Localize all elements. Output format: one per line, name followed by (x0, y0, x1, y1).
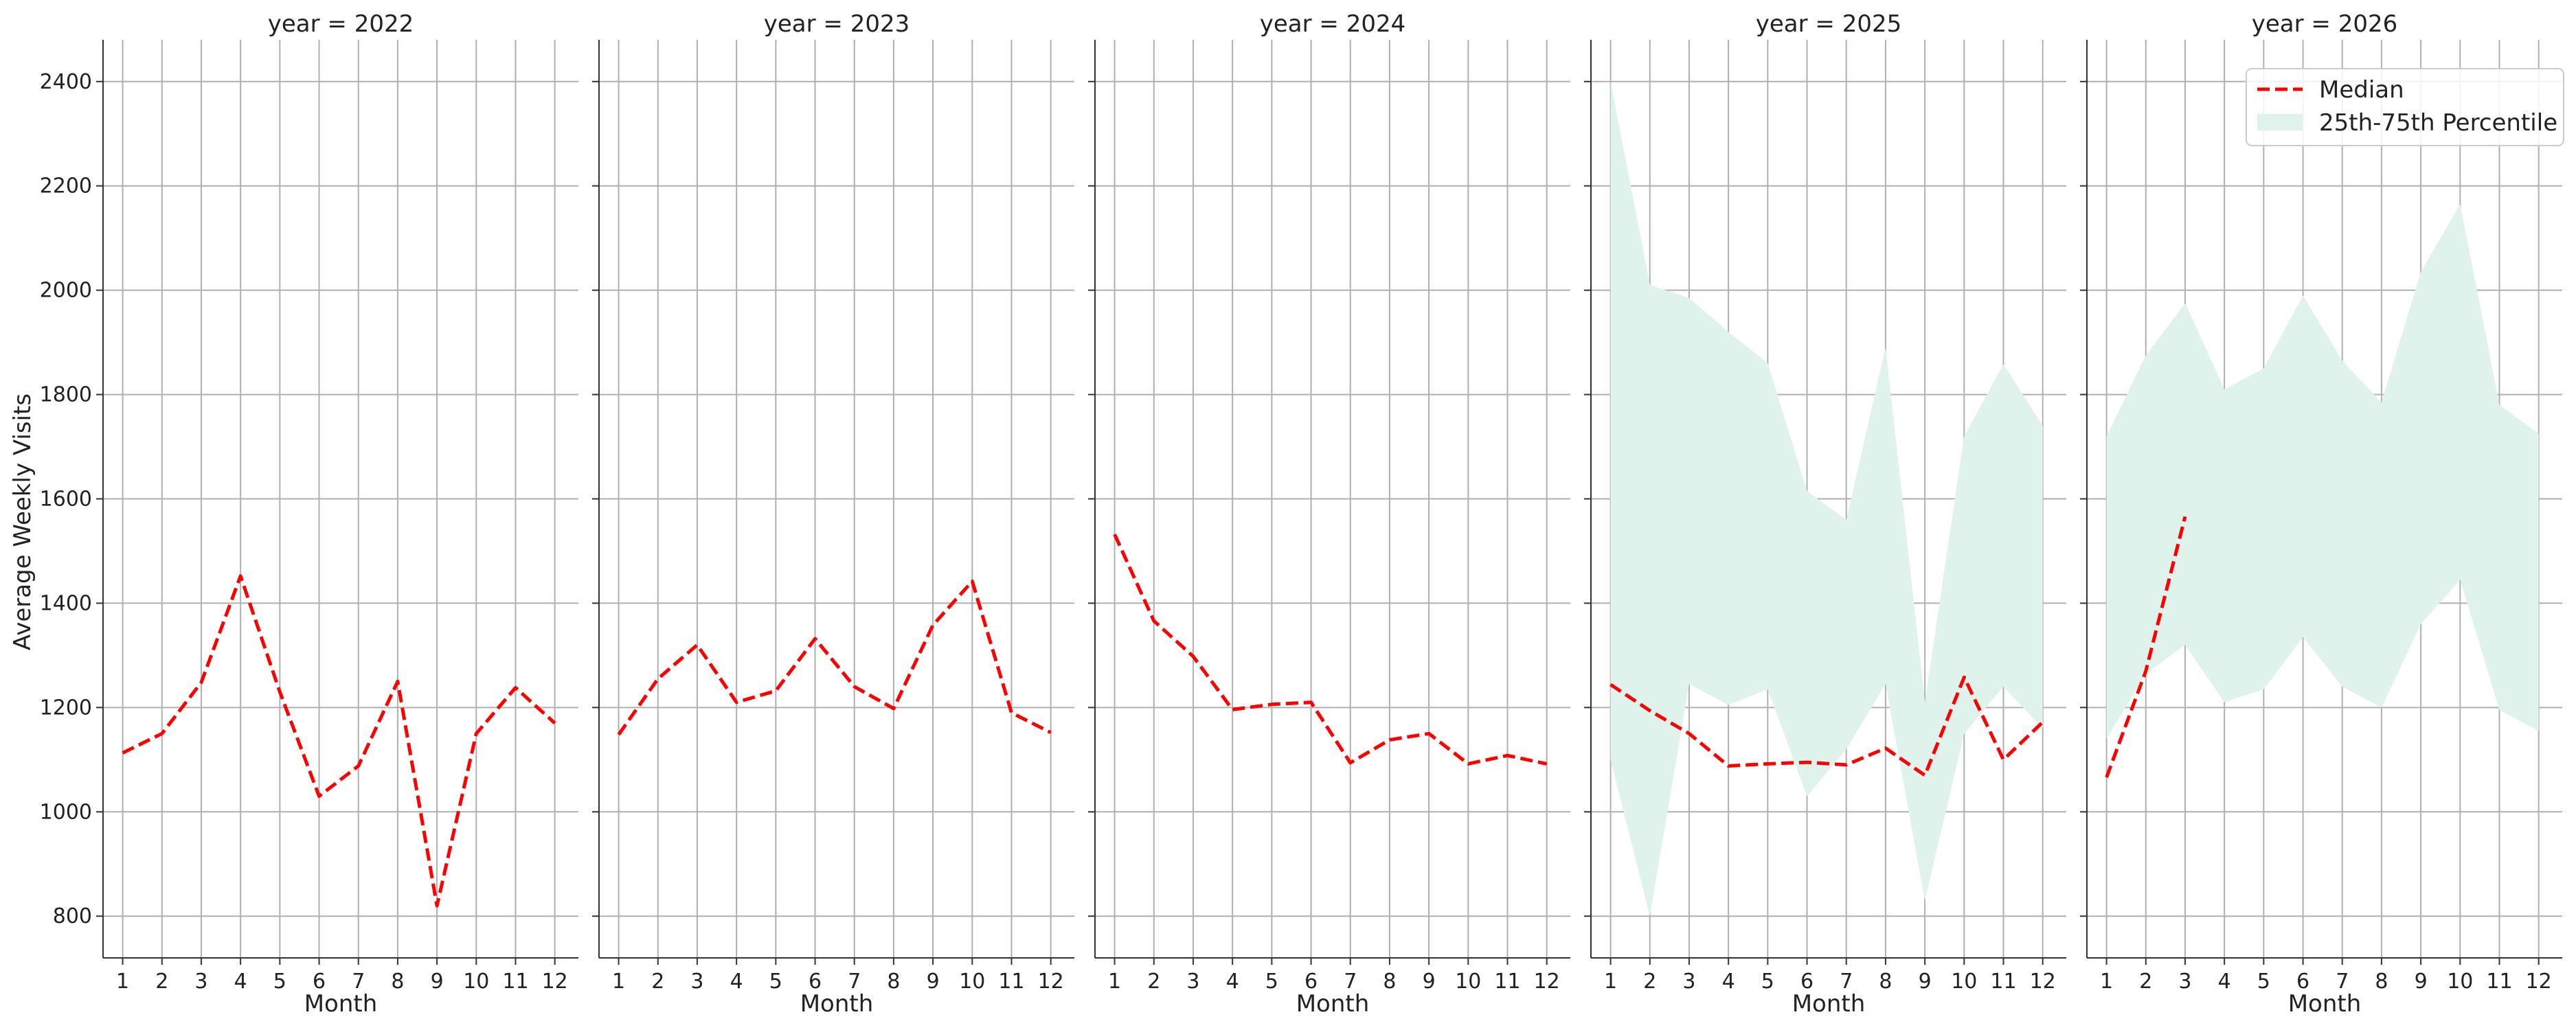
x-tick-label: 5 (769, 970, 782, 994)
x-tick-label: 2 (1643, 970, 1656, 994)
x-tick-label: 6 (809, 970, 822, 994)
x-tick-label: 11 (1990, 970, 2016, 994)
x-tick-label: 7 (848, 970, 861, 994)
x-axis-label: Month (1296, 990, 1370, 1018)
x-tick-label: 5 (1761, 970, 1774, 994)
x-tick-label: 3 (1682, 970, 1695, 994)
median-line (2105, 516, 2187, 779)
y-tick-label: 1000 (40, 800, 92, 824)
x-tick-label: 7 (1840, 970, 1853, 994)
panel-title: year = 2024 (1260, 10, 1405, 38)
x-tick-label: 3 (194, 970, 207, 994)
x-tick-label: 8 (391, 970, 404, 994)
x-tick-label: 6 (1800, 970, 1814, 994)
x-axis-label: Month (304, 990, 378, 1018)
x-tick-label: 4 (234, 970, 247, 994)
percentile-band (1610, 81, 2043, 917)
x-tick-label: 12 (2526, 970, 2552, 994)
x-tick-label: 1 (1604, 970, 1617, 994)
percentile-band (2106, 204, 2539, 739)
x-tick-label: 3 (2178, 970, 2191, 994)
y-tick-label: 1200 (40, 696, 92, 720)
x-tick-label: 9 (431, 970, 444, 994)
median-line (1113, 534, 1548, 766)
x-tick-label: 12 (2030, 970, 2056, 994)
x-tick-label: 3 (690, 970, 703, 994)
y-tick-label: 2400 (40, 70, 92, 94)
x-tick-label: 11 (502, 970, 528, 994)
x-tick-label: 1 (2100, 970, 2113, 994)
x-tick-label: 9 (927, 970, 940, 994)
x-tick-label: 8 (1383, 970, 1396, 994)
y-tick-label: 2200 (40, 174, 92, 198)
x-tick-label: 11 (1494, 970, 1520, 994)
x-tick-label: 11 (2486, 970, 2512, 994)
x-tick-label: 7 (1344, 970, 1357, 994)
x-tick-label: 10 (2447, 970, 2473, 994)
median-line (122, 574, 556, 908)
x-tick-label: 10 (463, 970, 489, 994)
x-tick-label: 12 (1534, 970, 1560, 994)
median-line (617, 580, 1052, 736)
x-tick-label: 4 (1226, 970, 1239, 994)
panel-title: year = 2025 (1756, 10, 1901, 38)
x-tick-label: 10 (1455, 970, 1481, 994)
x-tick-label: 12 (542, 970, 568, 994)
legend-band-swatch (2257, 114, 2303, 130)
panel-title: year = 2026 (2252, 10, 2397, 38)
x-tick-label: 9 (1423, 970, 1436, 994)
x-tick-label: 4 (2218, 970, 2231, 994)
x-tick-label: 1 (1108, 970, 1121, 994)
x-tick-label: 6 (1304, 970, 1318, 994)
x-tick-label: 8 (2375, 970, 2388, 994)
x-tick-label: 7 (352, 970, 365, 994)
x-tick-label: 8 (1879, 970, 1892, 994)
y-tick-label: 1400 (40, 591, 92, 615)
x-tick-label: 2 (155, 970, 168, 994)
x-tick-label: 12 (1038, 970, 1064, 994)
x-tick-label: 4 (1722, 970, 1735, 994)
x-tick-label: 1 (612, 970, 625, 994)
median-line (1609, 675, 2044, 777)
x-axis-label: Month (800, 990, 874, 1018)
x-axis-label: Month (2288, 990, 2362, 1018)
y-tick-label: 2000 (40, 279, 92, 303)
x-tick-label: 7 (2336, 970, 2349, 994)
x-tick-label: 5 (273, 970, 286, 994)
x-tick-label: 10 (959, 970, 985, 994)
x-tick-label: 6 (313, 970, 326, 994)
panel-0: 1 2 3 4 5 6 7 8 9 10 11 128001000120014001600180020… (40, 10, 578, 1018)
x-tick-label: 3 (1186, 970, 1199, 994)
legend-band-label: 25th-75th Percentile (2319, 109, 2557, 137)
x-tick-label: 10 (1951, 970, 1977, 994)
panel-title: year = 2022 (268, 10, 414, 38)
legend-median-label: Median (2319, 76, 2404, 104)
x-tick-label: 2 (2139, 970, 2152, 994)
y-tick-label: 1800 (40, 383, 92, 407)
x-tick-label: 4 (730, 970, 743, 994)
panel-title: year = 2023 (764, 10, 909, 38)
y-axis-label: Average Weekly Visits (9, 393, 36, 650)
legend: Median 25th-75th Percentile (2246, 68, 2564, 146)
x-tick-label: 8 (887, 970, 900, 994)
y-tick-label: 800 (53, 904, 92, 928)
x-tick-label: 5 (1265, 970, 1278, 994)
x-tick-label: 6 (2296, 970, 2309, 994)
x-axis-label: Month (1792, 990, 1866, 1018)
x-tick-label: 5 (2257, 970, 2270, 994)
x-tick-label: 1 (116, 970, 129, 994)
x-tick-label: 9 (1919, 970, 1932, 994)
x-tick-label: 9 (2415, 970, 2428, 994)
legend-box (2246, 68, 2564, 146)
x-tick-label: 2 (1147, 970, 1160, 994)
x-tick-label: 2 (651, 970, 664, 994)
x-tick-label: 11 (998, 970, 1024, 994)
y-tick-label: 1600 (40, 488, 92, 512)
